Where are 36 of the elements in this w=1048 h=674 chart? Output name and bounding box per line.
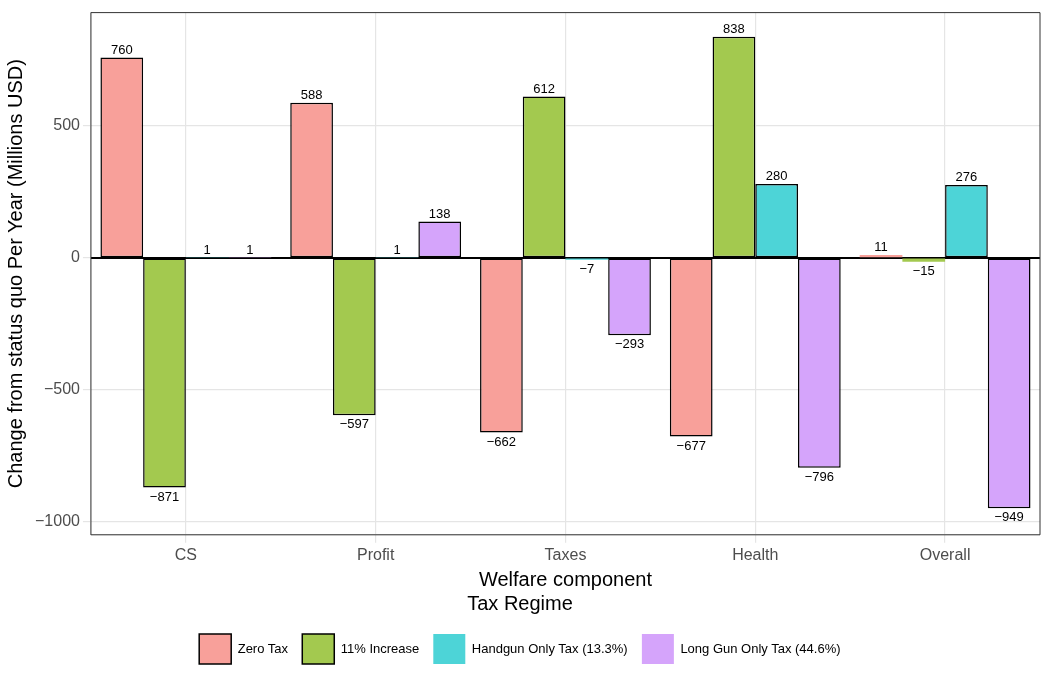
data-label: 1 [246,241,254,257]
x-tick-label: Taxes [544,545,587,563]
legend-label: Zero Tax [237,640,289,656]
legend-label: 11% Increase [340,640,420,656]
y-tick-label: −1000 [35,512,81,530]
data-label: −7 [579,260,595,276]
y-tick-label: −500 [43,380,81,398]
data-label: 612 [533,80,555,96]
x-tick-label: Profit [356,545,395,563]
data-label: 838 [723,20,745,36]
data-label: −949 [994,509,1024,525]
data-label: −677 [676,437,706,453]
legend-label: Long Gun Only Tax (44.6%) [680,640,841,656]
data-label: −293 [614,336,645,352]
data-label: −871 [149,488,180,504]
data-label: 1 [393,241,401,257]
legend-label: Handgun Only Tax (13.3%) [471,640,628,656]
data-label: 588 [300,86,323,102]
data-label: −796 [804,468,834,484]
data-label: 280 [765,168,788,184]
legend-title: Tax Regime [467,591,573,614]
data-label: −597 [339,416,369,432]
y-axis-title: Change from status quo Per Year (Millions USD) [3,59,26,489]
data-label: −15 [912,262,935,278]
data-label: 1 [203,241,211,257]
data-label: 760 [110,41,133,57]
y-tick-label: 0 [71,248,81,266]
x-tick-label: Overall [919,545,971,563]
data-label: 276 [955,169,978,185]
x-tick-label: CS [174,545,197,563]
data-label: 11 [874,239,888,255]
data-label: 138 [428,205,451,221]
y-tick-label: 500 [53,116,81,134]
data-label: −662 [486,433,517,449]
x-axis-title: Welfare component [478,567,653,590]
x-tick-label: Health [732,545,779,563]
